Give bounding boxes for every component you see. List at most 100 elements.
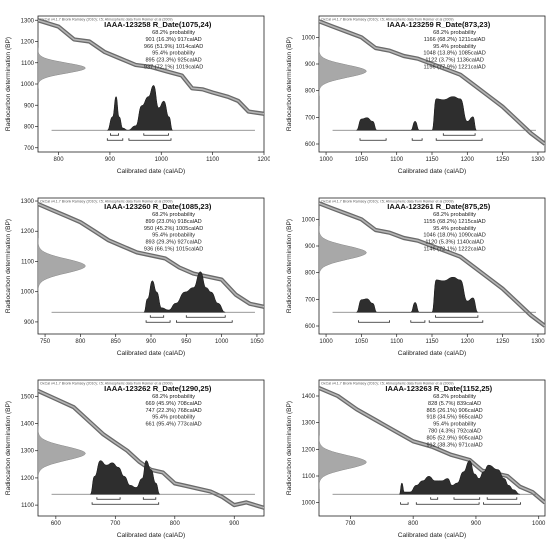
- x-tick-label: 1000: [155, 157, 169, 163]
- calibration-chart: OxCal v4.1.7 Bronk Ramsey (2010); r:5; A…: [286, 15, 546, 175]
- x-tick-label: 1050: [355, 157, 369, 163]
- probability-range-text: 68.2% probability: [433, 394, 476, 400]
- y-tick-label: 600: [305, 324, 316, 330]
- calibrated-date-distribution: [107, 85, 173, 131]
- y-tick-label: 1000: [21, 290, 35, 296]
- y-tick-label: 900: [305, 244, 316, 250]
- range-68-bracket: [442, 133, 476, 136]
- y-tick-label: 800: [24, 125, 35, 131]
- x-tick-label: 1050: [355, 339, 369, 345]
- probability-range-text: 1046 (18.0%) 1090calAD: [423, 233, 486, 239]
- range-95-bracket: [358, 320, 390, 323]
- x-tick-label: 900: [471, 521, 482, 527]
- range-68-bracket: [110, 133, 119, 136]
- x-axis-label: Calibrated date (calAD): [117, 532, 186, 539]
- x-tick-label: 1300: [531, 157, 545, 163]
- x-tick-label: 1200: [461, 339, 475, 345]
- y-tick-label: 600: [305, 142, 316, 148]
- calibration-curve-line: [38, 203, 264, 308]
- x-tick-label: 1150: [426, 339, 440, 345]
- x-axis-label: Calibrated date (calAD): [398, 532, 467, 539]
- radiocarbon-date-distribution: [38, 426, 86, 481]
- x-tick-label: 700: [345, 521, 356, 527]
- probability-range-text: 780 (4.3%) 792calAD: [428, 429, 481, 435]
- x-tick-label: 1100: [206, 157, 220, 163]
- probability-range-text: 68.2% probability: [152, 30, 195, 36]
- probability-range-text: 68.2% probability: [433, 212, 476, 218]
- probability-range-text: 1166 (68.2%) 1211calAD: [424, 37, 486, 43]
- sample-title: IAAA-123258 R_Date(1075,24): [104, 20, 212, 29]
- y-axis-label: Radiocarbon determination (BP): [286, 219, 293, 313]
- x-tick-label: 600: [51, 521, 62, 527]
- calibrated-date-distribution: [356, 276, 479, 313]
- range-95-bracket: [128, 138, 172, 141]
- y-tick-label: 1200: [21, 229, 35, 235]
- probability-range-text: 747 (22.3%) 768calAD: [145, 408, 201, 414]
- range-68-bracket: [143, 133, 169, 136]
- probability-range-text: 828 (5.7%) 839calAD: [428, 401, 481, 407]
- x-tick-label: 1150: [426, 157, 440, 163]
- y-tick-label: 1000: [302, 217, 316, 223]
- y-tick-label: 1100: [21, 61, 35, 67]
- radiocarbon-date-distribution: [319, 46, 367, 96]
- x-tick-label: 1100: [390, 157, 404, 163]
- x-tick-label: 800: [408, 521, 419, 527]
- probability-range-text: 95.4% probability: [433, 226, 476, 232]
- probability-range-text: 901 (16.3%) 917calAD: [145, 37, 201, 43]
- probability-range-text: 68.2% probability: [152, 212, 195, 218]
- x-tick-label: 1250: [496, 339, 510, 345]
- range-68-bracket: [453, 497, 481, 500]
- x-tick-label: 1200: [461, 157, 475, 163]
- x-tick-label: 800: [75, 339, 86, 345]
- range-68-bracket: [142, 497, 157, 500]
- y-tick-label: 1500: [21, 394, 35, 400]
- radiocarbon-date-distribution: [38, 47, 86, 89]
- probability-range-text: 669 (45.9%) 708calAD: [145, 401, 201, 407]
- radiocarbon-date-distribution: [319, 435, 367, 489]
- range-95-bracket: [91, 502, 160, 505]
- probability-range-text: 68.2% probability: [433, 30, 476, 36]
- sample-title: IAAA-123260 R_Date(1085,23): [104, 202, 212, 211]
- x-tick-label: 850: [111, 339, 122, 345]
- range-95-bracket: [483, 502, 521, 505]
- calibrated-date-distribution: [356, 96, 477, 131]
- y-tick-label: 1300: [21, 18, 35, 24]
- range-68-bracket: [435, 315, 479, 318]
- y-axis-label: Radiocarbon determination (BP): [5, 401, 12, 495]
- sample-title: IAAA-123261 R_Date(875,25): [387, 202, 490, 211]
- calibration-curve-line: [319, 20, 545, 145]
- probability-range-text: 661 (95.4%) 773calAD: [145, 422, 201, 428]
- probability-range-text: 1122 (3.7%) 1136calAD: [425, 58, 484, 64]
- probability-range-text: 95.4% probability: [433, 44, 476, 50]
- range-95-bracket: [428, 320, 484, 323]
- y-tick-label: 1400: [21, 422, 35, 428]
- oxcal-header: OxCal v4.1.7 Bronk Ramsey (2010); r:5; A…: [321, 382, 454, 386]
- calibration-curve-line: [38, 19, 264, 115]
- probability-range-text: 1048 (13.8%) 1085calAD: [423, 51, 486, 57]
- x-axis-label: Calibrated date (calAD): [398, 168, 467, 175]
- x-tick-label: 900: [146, 339, 157, 345]
- y-tick-label: 700: [305, 297, 316, 303]
- y-tick-label: 1100: [21, 503, 35, 509]
- probability-range-text: 893 (29.3%) 927calAD: [145, 240, 201, 246]
- x-tick-label: 1000: [215, 339, 229, 345]
- x-tick-label: 1050: [250, 339, 264, 345]
- x-tick-label: 1000: [319, 339, 333, 345]
- y-tick-label: 800: [305, 271, 316, 277]
- y-tick-label: 1300: [21, 449, 35, 455]
- probability-range-text: 1146 (72.1%) 1222calAD: [424, 247, 486, 253]
- probability-range-text: 1120 (5.3%) 1140calAD: [425, 240, 484, 246]
- calibration-chart: OxCal v4.1.7 Bronk Ramsey (2010); r:5; A…: [5, 379, 265, 539]
- y-axis-label: Radiocarbon determination (BP): [286, 37, 293, 131]
- y-tick-label: 900: [24, 320, 35, 326]
- probability-range-text: 899 (23.0%) 918calAD: [145, 219, 201, 225]
- y-tick-label: 1400: [302, 394, 316, 400]
- range-95-bracket: [435, 138, 483, 141]
- range-95-bracket: [106, 138, 124, 141]
- y-tick-label: 800: [305, 89, 316, 95]
- calibration-curve-line: [319, 202, 545, 327]
- x-tick-label: 800: [170, 521, 181, 527]
- x-tick-label: 1100: [390, 339, 404, 345]
- x-tick-label: 900: [229, 521, 240, 527]
